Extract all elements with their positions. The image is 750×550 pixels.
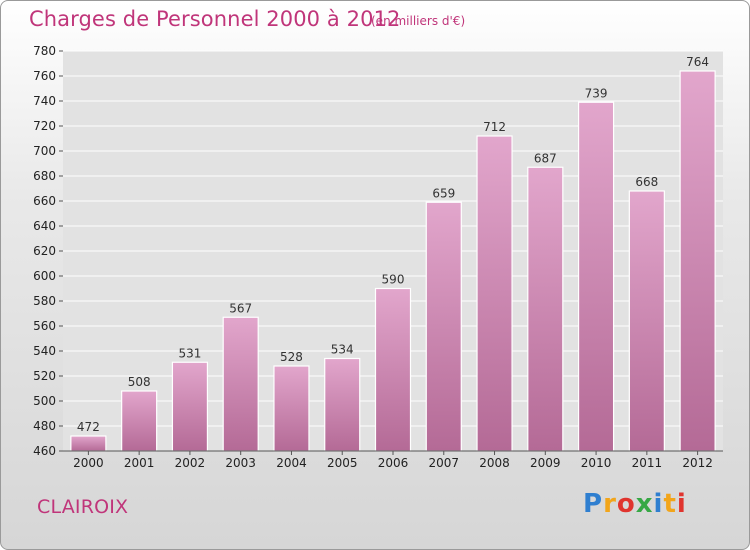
data-label-2012: 764 xyxy=(686,55,709,69)
chart-subtitle: (en milliers d'€) xyxy=(371,14,466,28)
x-tick-label: 2012 xyxy=(682,456,713,470)
bars xyxy=(70,70,716,452)
x-tick-label: 2010 xyxy=(581,456,612,470)
bar-2004 xyxy=(273,365,310,452)
bar-2008 xyxy=(476,135,513,452)
y-tick-label: 460 xyxy=(33,444,56,458)
data-label-2011: 668 xyxy=(635,175,658,189)
data-label-2000: 472 xyxy=(77,420,100,434)
data-label-2002: 531 xyxy=(178,346,201,360)
data-label-2003: 567 xyxy=(229,301,252,315)
y-tick-label: 620 xyxy=(33,244,56,258)
x-tick-label: 2003 xyxy=(225,456,256,470)
proxiti-logo: Proxiti xyxy=(583,489,687,519)
commune-name: CLAIROIX xyxy=(37,496,129,518)
x-tick-label: 2001 xyxy=(124,456,155,470)
y-tick-label: 780 xyxy=(33,44,56,58)
data-label-2007: 659 xyxy=(432,186,455,200)
data-label-2009: 687 xyxy=(534,151,557,165)
chart-title: Charges de Personnel 2000 à 2012 xyxy=(29,7,401,31)
y-tick-label: 640 xyxy=(33,219,56,233)
bar-2000 xyxy=(70,435,107,452)
x-tick-label: 2002 xyxy=(175,456,206,470)
data-label-2008: 712 xyxy=(483,120,506,134)
y-tick-label: 480 xyxy=(33,419,56,433)
bar-2010 xyxy=(577,101,615,452)
x-tick-label: 2004 xyxy=(276,456,307,470)
x-tick-label: 2009 xyxy=(530,456,561,470)
bar-2006 xyxy=(374,287,412,452)
y-tick-label: 580 xyxy=(33,294,56,308)
bar-2009 xyxy=(527,166,564,452)
bar-2005 xyxy=(324,357,361,452)
y-tick-label: 740 xyxy=(33,94,56,108)
y-tick-label: 560 xyxy=(33,319,56,333)
bar-2001 xyxy=(121,390,158,452)
data-label-2010: 739 xyxy=(585,86,608,100)
bar-2002 xyxy=(171,361,209,452)
bar-2011 xyxy=(628,190,665,452)
x-axis-ticks: 2000 2001 2002 2003 2004 2005 2006 2007 2008 2009… xyxy=(63,450,723,470)
x-tick-label: 2006 xyxy=(378,456,409,470)
y-tick-label: 500 xyxy=(33,394,56,408)
y-tick-label: 660 xyxy=(33,194,56,208)
y-tick-label: 700 xyxy=(33,144,56,158)
y-axis-ticks: 460 480 500 520 540 560 580 600 620 640 660 680 700 7… xyxy=(33,44,63,458)
data-label-2005: 534 xyxy=(331,343,354,357)
bar-2007 xyxy=(425,201,462,452)
bar-2012 xyxy=(679,70,716,452)
y-tick-label: 720 xyxy=(33,119,56,133)
bar-2003 xyxy=(222,316,259,452)
data-label-2006: 590 xyxy=(382,273,405,287)
data-label-2001: 508 xyxy=(128,375,151,389)
y-tick-label: 760 xyxy=(33,69,56,83)
y-tick-label: 600 xyxy=(33,269,56,283)
data-labels: 472 508 531 567 528 534 590 659 712 687 739 668 764 xyxy=(77,55,709,434)
x-tick-label: 2000 xyxy=(73,456,104,470)
x-tick-label: 2007 xyxy=(428,456,459,470)
y-tick-label: 520 xyxy=(33,369,56,383)
data-label-2004: 528 xyxy=(280,350,303,364)
x-tick-label: 2011 xyxy=(632,456,663,470)
x-tick-label: 2005 xyxy=(327,456,358,470)
x-tick-label: 2008 xyxy=(479,456,510,470)
y-tick-label: 540 xyxy=(33,344,56,358)
y-tick-label: 680 xyxy=(33,169,56,183)
